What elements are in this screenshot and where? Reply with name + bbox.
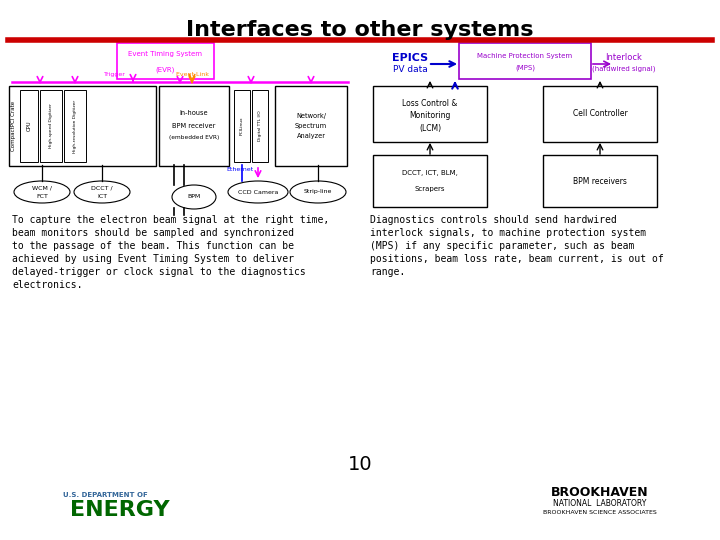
FancyBboxPatch shape: [373, 86, 487, 142]
Text: (MPS): (MPS): [515, 65, 535, 71]
Text: PCILinux: PCILinux: [240, 117, 244, 136]
Text: Ethernet: Ethernet: [226, 167, 253, 172]
Text: Scrapers: Scrapers: [415, 186, 445, 192]
FancyBboxPatch shape: [40, 90, 62, 162]
FancyBboxPatch shape: [459, 43, 591, 79]
FancyBboxPatch shape: [543, 86, 657, 142]
Text: positions, beam loss rate, beam current, is out of: positions, beam loss rate, beam current,…: [370, 254, 664, 264]
Text: (EVR): (EVR): [156, 67, 175, 73]
Text: FCT: FCT: [36, 193, 48, 199]
Text: electronics.: electronics.: [12, 280, 83, 290]
Text: Monitoring: Monitoring: [409, 111, 451, 120]
Text: delayed-trigger or clock signal to the diagnostics: delayed-trigger or clock signal to the d…: [12, 267, 306, 277]
Text: 10: 10: [348, 456, 372, 475]
Text: Machine Protection System: Machine Protection System: [477, 53, 572, 59]
Ellipse shape: [14, 181, 70, 203]
Text: range.: range.: [370, 267, 405, 277]
Text: CompactPCI Crate: CompactPCI Crate: [12, 101, 17, 151]
Text: Event Link: Event Link: [176, 72, 209, 77]
Text: Spectrum: Spectrum: [295, 123, 327, 129]
Text: Analyzer: Analyzer: [297, 133, 325, 139]
Text: (embedded EVR): (embedded EVR): [168, 136, 219, 140]
FancyBboxPatch shape: [20, 90, 38, 162]
Text: Network/: Network/: [296, 113, 326, 119]
Text: ICT: ICT: [97, 193, 107, 199]
Text: Trigger: Trigger: [104, 72, 126, 77]
Text: DCCT, ICT, BLM,: DCCT, ICT, BLM,: [402, 170, 458, 176]
Text: interlock signals, to machine protection system: interlock signals, to machine protection…: [370, 228, 646, 238]
Text: In-house: In-house: [180, 110, 208, 116]
Text: Diagnostics controls should send hardwired: Diagnostics controls should send hardwir…: [370, 215, 617, 225]
FancyBboxPatch shape: [543, 155, 657, 207]
Text: CPU: CPU: [27, 120, 32, 131]
Text: Loss Control &: Loss Control &: [402, 99, 458, 109]
Text: Cell Controller: Cell Controller: [572, 110, 627, 118]
Text: High-resolution Digitizer: High-resolution Digitizer: [73, 99, 77, 153]
Text: High-speed Digitizer: High-speed Digitizer: [49, 104, 53, 148]
FancyBboxPatch shape: [373, 155, 487, 207]
Text: (LCM): (LCM): [419, 124, 441, 132]
Text: Event Timing System: Event Timing System: [128, 51, 202, 57]
Text: CCD Camera: CCD Camera: [238, 190, 278, 194]
Text: (MPS) if any specific parameter, such as beam: (MPS) if any specific parameter, such as…: [370, 241, 634, 251]
Ellipse shape: [228, 181, 288, 203]
Text: BPM receiver: BPM receiver: [172, 123, 216, 129]
Text: BROOKHAVEN: BROOKHAVEN: [552, 485, 649, 498]
Text: DCCT /: DCCT /: [91, 186, 113, 191]
Text: Interfaces to other systems: Interfaces to other systems: [186, 20, 534, 40]
Text: BROOKHAVEN SCIENCE ASSOCIATES: BROOKHAVEN SCIENCE ASSOCIATES: [543, 510, 657, 516]
Text: Digital TTL I/O: Digital TTL I/O: [258, 111, 262, 141]
FancyBboxPatch shape: [252, 90, 268, 162]
Text: WCM /: WCM /: [32, 186, 52, 191]
Text: ENERGY: ENERGY: [70, 500, 170, 520]
FancyBboxPatch shape: [275, 86, 347, 166]
Text: PV data: PV data: [392, 64, 428, 73]
Text: BPM: BPM: [187, 194, 201, 199]
FancyBboxPatch shape: [159, 86, 229, 166]
Text: achieved by using Event Timing System to deliver: achieved by using Event Timing System to…: [12, 254, 294, 264]
Text: (hardwired signal): (hardwired signal): [593, 66, 656, 72]
Ellipse shape: [172, 185, 216, 209]
FancyBboxPatch shape: [234, 90, 250, 162]
Text: To capture the electron beam signal at the right time,: To capture the electron beam signal at t…: [12, 215, 329, 225]
Text: to the passage of the beam. This function can be: to the passage of the beam. This functio…: [12, 241, 294, 251]
FancyBboxPatch shape: [64, 90, 86, 162]
Text: BPM receivers: BPM receivers: [573, 177, 627, 186]
Text: beam monitors should be sampled and synchronized: beam monitors should be sampled and sync…: [12, 228, 294, 238]
Text: EPICS: EPICS: [392, 53, 428, 63]
Text: Interlock: Interlock: [606, 53, 642, 63]
Ellipse shape: [74, 181, 130, 203]
Text: Strip-line: Strip-line: [304, 190, 332, 194]
Text: U.S. DEPARTMENT OF: U.S. DEPARTMENT OF: [63, 492, 148, 498]
Ellipse shape: [290, 181, 346, 203]
FancyBboxPatch shape: [117, 43, 214, 79]
FancyBboxPatch shape: [9, 86, 156, 166]
Text: NATIONAL  LABORATORY: NATIONAL LABORATORY: [553, 498, 647, 508]
